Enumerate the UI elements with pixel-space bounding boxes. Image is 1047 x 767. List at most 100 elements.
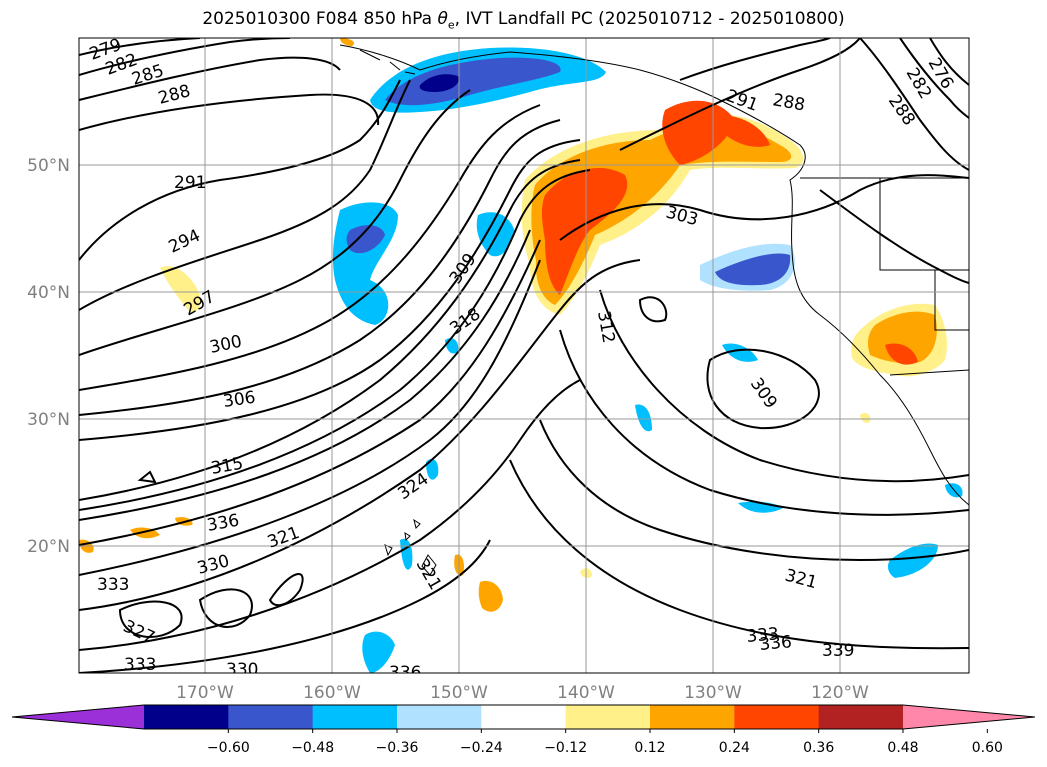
plot-frame xyxy=(78,37,970,674)
shade-red-nw3 xyxy=(720,115,770,147)
contour-line xyxy=(79,139,581,441)
colorbar-segment xyxy=(228,705,314,729)
border-states3 xyxy=(934,270,969,331)
shade-blue-small5 xyxy=(362,631,395,673)
colorbar: −0.60 −0.48 −0.36 −0.24 −0.12 0.12 0.24 0.36 0.4… xyxy=(11,704,1036,756)
colorbar-segment xyxy=(481,705,567,729)
shade-orange-swcoast2 xyxy=(867,311,937,364)
colorbar-segment xyxy=(312,705,398,729)
colorbar-tick-label: −0.36 xyxy=(376,740,419,756)
contour-line xyxy=(79,56,341,101)
shade-navy-gulf xyxy=(419,74,459,92)
colorbar-tick-label: −0.60 xyxy=(207,740,250,756)
latitude-axis: 50°N 40°N 30°N 20°N xyxy=(27,156,70,557)
island-hawaii2 xyxy=(404,532,411,542)
contour-line xyxy=(118,600,183,638)
shade-darkblue-gulf xyxy=(385,57,561,106)
graticule xyxy=(79,38,969,673)
contour-line xyxy=(79,229,531,521)
colorbar-segment xyxy=(565,705,651,729)
contour-label: 333 xyxy=(97,575,129,595)
map-title: 2025010300 F084 850 hPa θe, IVT Landfall… xyxy=(202,9,845,32)
latitude-label: 20°N xyxy=(27,537,70,557)
colorbar-tick-label: −0.48 xyxy=(291,740,334,756)
contour-label: 336 xyxy=(759,632,793,655)
shade-blue-small7 xyxy=(426,458,439,480)
island-hawaii3 xyxy=(413,518,421,529)
contour-line xyxy=(599,289,969,483)
latitude-label: 40°N xyxy=(27,283,70,303)
contour-label: 291 xyxy=(174,173,206,193)
shade-darkblue-ca xyxy=(715,253,791,286)
latitude-label: 30°N xyxy=(27,410,70,430)
contour-label: 330 xyxy=(226,660,258,680)
contour-line xyxy=(79,93,380,131)
coastline-alaska xyxy=(339,44,969,506)
shade-orange-top xyxy=(340,38,355,46)
contour-line xyxy=(79,259,641,611)
colorbar-tick-label: 0.48 xyxy=(887,740,918,756)
border-states2 xyxy=(879,178,969,271)
colorbar-tick-label: 0.36 xyxy=(803,740,834,756)
shade-red-swcoast xyxy=(885,343,918,365)
contour-line xyxy=(859,38,969,171)
border-mexico xyxy=(889,369,969,376)
colorbar-tick-label: −0.24 xyxy=(460,740,503,756)
longitude-label: 160°W xyxy=(303,683,361,703)
colorbar-segment xyxy=(734,705,820,729)
contour-line xyxy=(79,159,581,501)
contour-line xyxy=(79,79,401,261)
contour-line xyxy=(137,470,157,484)
contour-line xyxy=(79,259,541,576)
shade-blue-small2 xyxy=(635,404,652,432)
shade-yellow-sm7 xyxy=(860,412,871,423)
negative-shading xyxy=(332,47,963,673)
contour-line xyxy=(539,419,969,562)
contour-line xyxy=(79,539,491,673)
theta-e-contours xyxy=(79,38,969,673)
latitude-label: 50°N xyxy=(27,156,70,176)
contour-line xyxy=(79,89,471,356)
colorbar-extend-low xyxy=(12,705,144,729)
shade-red-nw2 xyxy=(662,100,735,165)
contour-line xyxy=(899,38,969,119)
shade-red-nw1 xyxy=(541,167,628,295)
coastline-aleutians xyxy=(359,49,416,75)
contour-line xyxy=(619,38,861,151)
contour-line xyxy=(79,119,561,416)
contour-line xyxy=(268,573,304,607)
contour-line xyxy=(559,329,969,516)
colorbar-tick-label: −0.12 xyxy=(544,740,587,756)
shade-blue-central xyxy=(476,212,515,257)
contour-line xyxy=(638,296,668,323)
contour-label: 333 xyxy=(124,655,156,675)
longitude-label: 130°W xyxy=(684,683,742,703)
contour-line xyxy=(559,174,969,241)
contour-label: 333 xyxy=(746,624,780,647)
contour-line xyxy=(819,189,969,284)
contour-line xyxy=(679,38,831,81)
colorbar-outline xyxy=(11,704,1036,730)
contour-label: 306 xyxy=(222,388,257,412)
longitude-label: 140°W xyxy=(557,683,615,703)
contour-line xyxy=(929,38,969,86)
shade-darkblue-west xyxy=(346,225,385,254)
colorbar-segment xyxy=(397,705,482,729)
shade-yellow-sw xyxy=(160,265,201,313)
colorbar-extend-high xyxy=(903,705,1035,729)
contour-label: 336 xyxy=(389,663,421,683)
contour-line xyxy=(509,459,969,650)
longitude-label: 150°W xyxy=(430,683,488,703)
contour-line xyxy=(706,348,820,430)
contour-line xyxy=(79,79,411,311)
contour-line xyxy=(198,588,253,628)
contour-line xyxy=(79,38,201,56)
longitude-axis: 170°W 160°W 150°W 140°W 130°W 120°W xyxy=(176,683,869,703)
longitude-label: 170°W xyxy=(176,683,234,703)
positive-shading xyxy=(79,38,947,612)
contour-line xyxy=(79,169,591,511)
shade-blue-small1 xyxy=(722,343,758,362)
contour-label: 339 xyxy=(822,641,854,661)
longitude-label: 120°W xyxy=(811,683,869,703)
